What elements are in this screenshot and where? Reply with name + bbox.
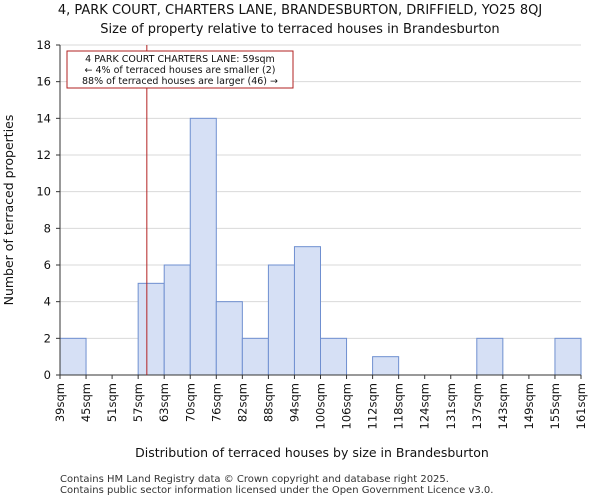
x-tick-label: 51sqm (105, 383, 119, 422)
x-tick-label: 57sqm (131, 383, 145, 422)
bar (554, 337, 582, 376)
bar (137, 282, 165, 376)
x-tick-label: 94sqm (287, 383, 301, 422)
chart-subtitle: Size of property relative to terraced ho… (100, 22, 499, 37)
y-tick-label: 4 (44, 295, 51, 309)
bar (241, 337, 269, 376)
x-tick-label: 137sqm (470, 383, 484, 429)
annotation-box (66, 50, 294, 89)
x-tick-label: 106sqm (340, 383, 354, 429)
x-tick-label: 39sqm (53, 383, 67, 422)
y-tick-label: 8 (44, 221, 51, 235)
x-tick-label: 143sqm (496, 383, 510, 429)
annotation-line: ← 4% of terraced houses are smaller (2) (85, 65, 276, 76)
annotation-line: 4 PARK COURT CHARTERS LANE: 59sqm (85, 54, 275, 65)
bar (215, 301, 243, 376)
x-tick-label: 63sqm (157, 383, 171, 422)
x-tick-label: 100sqm (314, 383, 328, 429)
bar (163, 264, 191, 376)
bar (293, 246, 322, 376)
x-tick-label: 45sqm (79, 383, 93, 422)
x-tick-label: 118sqm (392, 383, 406, 429)
y-tick-label: 0 (44, 368, 51, 382)
y-axis-title: Number of terraced properties (1, 115, 16, 306)
bar (189, 117, 217, 376)
footer-copyright: Contains HM Land Registry data © Crown c… (60, 474, 449, 485)
x-tick-label: 88sqm (261, 383, 275, 422)
y-tick-label: 14 (36, 111, 51, 125)
bar (267, 264, 295, 376)
x-tick-label: 76sqm (209, 383, 223, 422)
x-tick-label: 124sqm (418, 383, 432, 429)
bar (320, 337, 348, 376)
annotation-line: 88% of terraced houses are larger (46) → (82, 76, 278, 87)
x-tick-label: 82sqm (235, 383, 249, 422)
bar (372, 356, 400, 376)
histogram-chart: 4, PARK COURT, CHARTERS LANE, BRANDESBUR… (1, 3, 588, 460)
bar (59, 337, 87, 376)
x-tick-label: 161sqm (574, 383, 588, 429)
footer-licence: Contains public sector information licen… (60, 485, 494, 496)
bar (476, 337, 504, 376)
y-tick-label: 18 (36, 38, 51, 52)
y-tick-label: 16 (36, 75, 51, 89)
x-tick-label: 131sqm (444, 383, 458, 429)
chart-title: 4, PARK COURT, CHARTERS LANE, BRANDESBUR… (58, 3, 542, 18)
x-tick-label: 70sqm (183, 383, 197, 422)
y-tick-label: 2 (44, 331, 51, 345)
x-axis-title: Distribution of terraced houses by size … (135, 445, 489, 460)
plot-area: 0 2 4 6 8 10 12 14 16 18 39sqm 45sqm 51sqm 57sqm 63sqm… (36, 38, 588, 429)
y-tick-label: 6 (44, 258, 51, 272)
y-tick-label: 10 (36, 185, 51, 199)
x-tick-label: 149sqm (522, 383, 536, 429)
x-tick-label: 112sqm (366, 383, 380, 429)
y-tick-label: 12 (36, 148, 51, 162)
x-tick-label: 155sqm (548, 383, 562, 429)
